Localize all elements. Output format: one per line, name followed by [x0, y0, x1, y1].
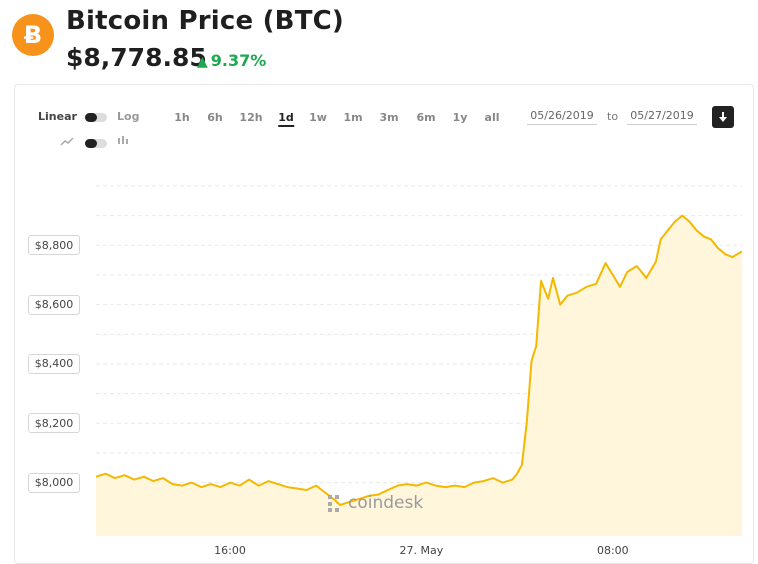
- download-button[interactable]: [712, 106, 734, 128]
- current-price: $8,778.85: [66, 43, 207, 72]
- range-button-1w[interactable]: 1w: [309, 111, 327, 124]
- page-title: Bitcoin Price (BTC): [66, 6, 344, 36]
- bitcoin-logo-icon: Ƀ: [12, 14, 54, 56]
- chart-type-toggle[interactable]: [85, 139, 107, 148]
- range-button-all[interactable]: all: [484, 111, 500, 124]
- range-button-1y[interactable]: 1y: [452, 111, 468, 124]
- date-to-label: to: [607, 110, 619, 123]
- price-line: [95, 214, 743, 506]
- scale-toggle[interactable]: [85, 113, 107, 122]
- price-area-fill: [96, 215, 742, 536]
- coindesk-watermark: coindesk: [326, 493, 423, 513]
- x-tick-label: 16:00: [214, 544, 246, 557]
- date-to-input[interactable]: 05/27/2019: [627, 109, 697, 125]
- price-change: ▲ 9.37%: [197, 51, 266, 70]
- price-change-value: 9.37%: [210, 51, 267, 70]
- y-tick-label: $8,000: [28, 472, 80, 493]
- range-button-1h[interactable]: 1h: [174, 111, 190, 124]
- download-icon: [719, 112, 727, 122]
- range-button-6h[interactable]: 6h: [207, 111, 223, 124]
- scale-linear-label[interactable]: Linear: [38, 110, 77, 123]
- watermark-text: coindesk: [348, 493, 424, 513]
- candlestick-icon[interactable]: [117, 135, 129, 147]
- price-header: Ƀ Bitcoin Price (BTC) $8,778.85 ▲ 9.37%: [0, 0, 758, 84]
- y-tick-label: $8,200: [28, 413, 80, 434]
- scale-toggle-knob: [85, 113, 97, 122]
- range-button-6m[interactable]: 6m: [416, 111, 436, 124]
- date-from-input[interactable]: 05/26/2019: [527, 109, 597, 125]
- line-chart-icon[interactable]: [60, 137, 74, 147]
- scale-log-label[interactable]: Log: [117, 110, 140, 123]
- y-tick-label: $8,800: [28, 235, 80, 256]
- range-button-12h[interactable]: 12h: [239, 111, 263, 124]
- x-tick-label: 27. May: [399, 544, 444, 557]
- y-tick-label: $8,400: [28, 353, 80, 374]
- x-tick-label: 08:00: [596, 544, 629, 557]
- range-button-1m[interactable]: 1m: [343, 111, 363, 124]
- up-arrow-icon: ▲: [197, 54, 208, 70]
- chart-type-toggle-knob: [85, 139, 97, 148]
- coindesk-logo-icon: [328, 495, 339, 512]
- range-button-1d[interactable]: 1d: [278, 111, 294, 127]
- range-button-3m[interactable]: 3m: [379, 111, 399, 124]
- y-tick-label: $8,600: [28, 294, 80, 315]
